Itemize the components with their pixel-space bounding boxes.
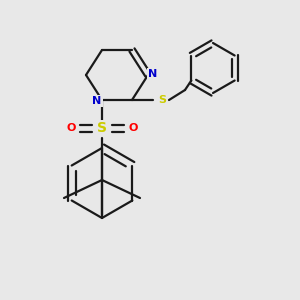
Text: S: S: [158, 95, 166, 105]
Text: S: S: [97, 121, 107, 135]
Text: O: O: [128, 123, 138, 133]
Text: N: N: [92, 96, 102, 106]
Text: O: O: [66, 123, 76, 133]
Text: N: N: [148, 69, 158, 79]
